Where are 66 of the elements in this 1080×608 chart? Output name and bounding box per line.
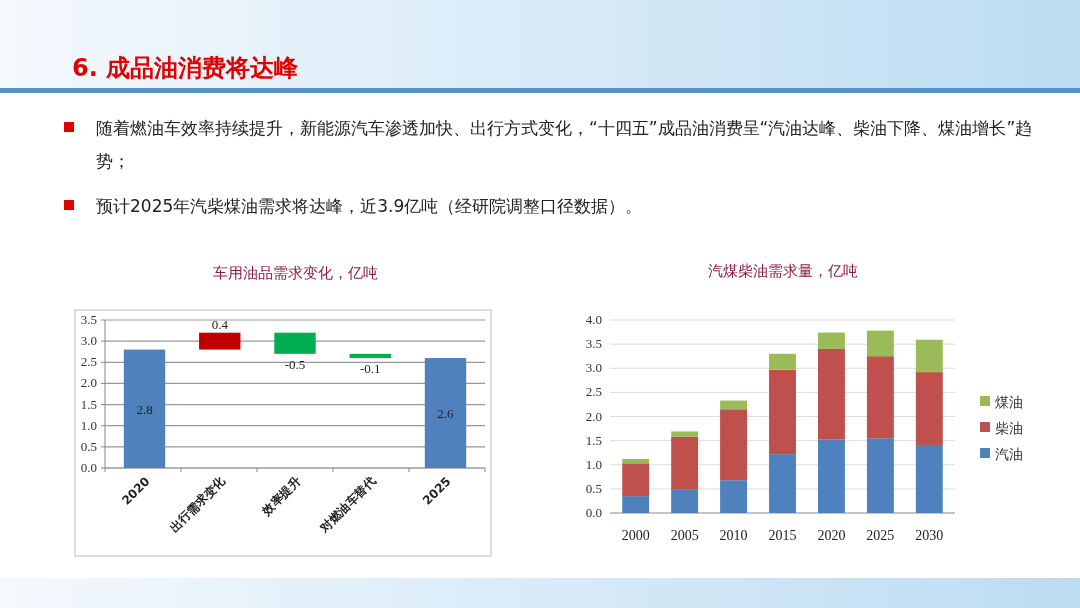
bar xyxy=(622,496,650,513)
bar xyxy=(769,353,796,370)
text: 随着燃油车效率持续提升，新能源汽车渗透加快、出行方式变化，“十四五”成品油消费呈“汽油达峰、柴油下降、煤油增长”趋势； xyxy=(96,117,1034,173)
bar xyxy=(622,463,650,497)
x-tick-label: 出行需求变化 xyxy=(167,473,229,536)
y-tick-label: 2.0 xyxy=(80,375,97,391)
y-tick-label: 0.0 xyxy=(80,460,97,475)
bar xyxy=(671,489,699,513)
bar xyxy=(720,409,748,481)
y-tick-label: 1.5 xyxy=(585,432,602,448)
y-tick-label: 3.5 xyxy=(80,312,97,327)
text: 预计2025年汽柴煤油需求将达峰，近3.9亿吨（经研院调整口径数据）。 xyxy=(96,195,644,218)
y-tick-label: 1.0 xyxy=(585,456,602,472)
x-tick-label: 2025 xyxy=(866,528,895,543)
bar xyxy=(274,332,316,354)
y-tick-label: 3.0 xyxy=(80,333,97,349)
legend-label: 柴油 xyxy=(995,420,1023,436)
x-tick-label: 2030 xyxy=(915,528,944,543)
bar xyxy=(866,330,894,357)
x-tick-label: 2015 xyxy=(768,528,797,543)
bar xyxy=(769,454,796,513)
data-label: 0.4 xyxy=(211,316,229,332)
bar xyxy=(671,431,699,437)
bar xyxy=(866,438,894,513)
y-tick-label: 0.0 xyxy=(585,505,602,520)
bar xyxy=(817,439,845,513)
bar xyxy=(866,356,894,439)
bar xyxy=(915,339,943,373)
bar xyxy=(915,372,943,445)
legend-label: 汽油 xyxy=(995,446,1023,462)
data-label: -0.1 xyxy=(359,361,381,377)
bar xyxy=(671,436,699,490)
y-tick-label: 2.5 xyxy=(585,384,602,400)
x-tick-label: 2020 xyxy=(817,528,846,543)
data-label: -0.5 xyxy=(284,356,306,372)
data-label: 2.8 xyxy=(136,401,153,417)
y-tick-label: 0.5 xyxy=(80,438,97,454)
x-tick-label: 2010 xyxy=(719,528,748,543)
bar xyxy=(720,480,748,513)
text: 6. 成品油消费将达峰 xyxy=(72,53,299,84)
y-tick-label: 4.0 xyxy=(585,312,602,327)
bar xyxy=(349,353,391,359)
x-tick-label: 2005 xyxy=(670,528,699,543)
y-tick-label: 2.5 xyxy=(80,354,97,370)
y-tick-label: 0.5 xyxy=(585,480,602,496)
bar xyxy=(424,358,467,468)
bar xyxy=(123,349,166,468)
bar xyxy=(199,332,241,350)
chart-title: 车用油品需求变化，亿吨 xyxy=(212,264,378,282)
y-tick-label: 1.0 xyxy=(80,417,97,433)
bar xyxy=(915,444,943,513)
chart-title: 汽煤柴油需求量，亿吨 xyxy=(707,262,858,280)
y-tick-label: 1.5 xyxy=(80,396,97,412)
x-tick-label: 2000 xyxy=(621,528,650,543)
x-tick-label: 对燃油车替代 xyxy=(316,474,379,536)
legend-label: 煤油 xyxy=(995,394,1023,410)
bar xyxy=(817,348,845,440)
y-tick-label: 2.0 xyxy=(585,408,602,424)
y-tick-label: 3.0 xyxy=(585,360,602,376)
x-tick-label: 效率提升 xyxy=(258,474,304,519)
bar xyxy=(720,400,748,410)
y-tick-label: 3.5 xyxy=(585,336,602,352)
bar xyxy=(769,369,796,455)
bar xyxy=(622,458,650,464)
data-label: 2.6 xyxy=(437,406,455,422)
bar xyxy=(817,332,845,349)
